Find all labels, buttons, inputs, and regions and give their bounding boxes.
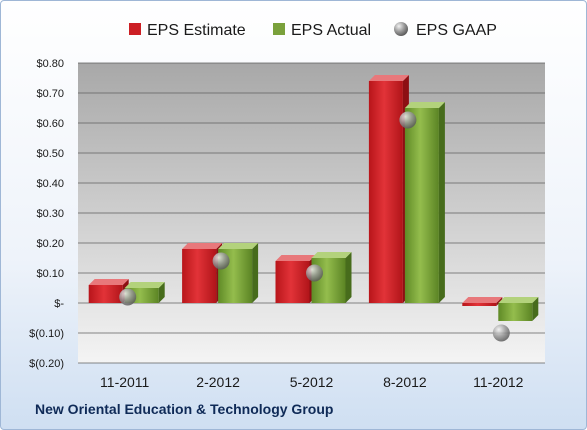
bar-front bbox=[368, 81, 403, 303]
bar-side bbox=[345, 252, 352, 303]
x-tick-label: 8-2012 bbox=[383, 374, 427, 390]
x-tick-label: 11-2011 bbox=[100, 374, 150, 390]
bar-front bbox=[498, 303, 533, 321]
gaap-markers bbox=[119, 111, 510, 342]
legend-label-eps-actual: EPS Actual bbox=[291, 22, 371, 39]
bar-top bbox=[218, 243, 259, 249]
y-tick-label: $0.70 bbox=[36, 88, 64, 100]
marker-eps-gaap bbox=[212, 252, 230, 270]
bar-eps-estimate bbox=[182, 243, 223, 303]
bar-eps-actual bbox=[404, 102, 445, 303]
legend-swatch-eps-gaap bbox=[394, 22, 408, 36]
marker-eps-gaap bbox=[399, 111, 417, 129]
marker-eps-gaap bbox=[306, 264, 323, 282]
y-tick-label: $0.40 bbox=[36, 178, 64, 190]
y-tick-label: $0.10 bbox=[36, 268, 64, 280]
marker-eps-gaap bbox=[119, 288, 137, 306]
bar-front bbox=[275, 261, 310, 303]
company-name: New Oriental Education & Technology Grou… bbox=[35, 401, 334, 417]
bar-eps-actual bbox=[218, 243, 259, 303]
legend: EPS Estimate EPS Actual EPS GAAP bbox=[129, 22, 497, 39]
bar-top bbox=[311, 252, 352, 258]
bar-side bbox=[252, 243, 259, 303]
bar-side bbox=[532, 297, 539, 321]
bar-top bbox=[88, 279, 129, 285]
y-tick-label: $- bbox=[54, 298, 64, 310]
x-axis: 11-2011 2-2012 5-2012 8-2012 11-2012 bbox=[100, 374, 524, 390]
bar-eps-estimate bbox=[462, 297, 503, 306]
y-tick-label: $(0.10) bbox=[29, 328, 64, 340]
legend-swatch-eps-estimate bbox=[129, 23, 141, 35]
legend-swatch-eps-actual bbox=[273, 23, 285, 35]
bar-top bbox=[368, 75, 409, 81]
y-axis: $0.80 $0.70 $0.60 $0.50 $0.40 $0.30 $0.20 $0.10… bbox=[29, 58, 64, 370]
bar-eps-actual bbox=[498, 297, 539, 321]
bar-top bbox=[275, 255, 316, 261]
x-tick-label: 11-2012 bbox=[473, 374, 524, 390]
bar-top bbox=[182, 243, 223, 249]
x-tick-label: 2-2012 bbox=[196, 374, 240, 390]
bar-front bbox=[404, 108, 439, 303]
y-tick-label: $(0.20) bbox=[29, 358, 64, 370]
bar-side bbox=[158, 282, 165, 303]
bar-eps-estimate bbox=[368, 75, 409, 303]
legend-label-eps-gaap: EPS GAAP bbox=[416, 22, 497, 39]
y-tick-label: $0.20 bbox=[36, 238, 64, 250]
bar-top bbox=[404, 102, 445, 108]
bar-front bbox=[182, 249, 217, 303]
y-tick-label: $0.50 bbox=[36, 148, 64, 160]
marker-eps-gaap bbox=[492, 324, 510, 342]
bar-top bbox=[462, 297, 503, 303]
bar-top bbox=[498, 297, 539, 303]
y-tick-label: $0.80 bbox=[36, 58, 64, 70]
bar-front bbox=[88, 285, 123, 303]
legend-label-eps-estimate: EPS Estimate bbox=[147, 22, 246, 39]
x-tick-label: 5-2012 bbox=[290, 374, 334, 390]
bar-top bbox=[124, 282, 165, 288]
y-tick-label: $0.30 bbox=[36, 208, 64, 220]
bar-side bbox=[496, 297, 503, 306]
bar-side bbox=[438, 102, 445, 303]
bar-front bbox=[462, 303, 497, 306]
y-tick-label: $0.60 bbox=[36, 118, 64, 130]
